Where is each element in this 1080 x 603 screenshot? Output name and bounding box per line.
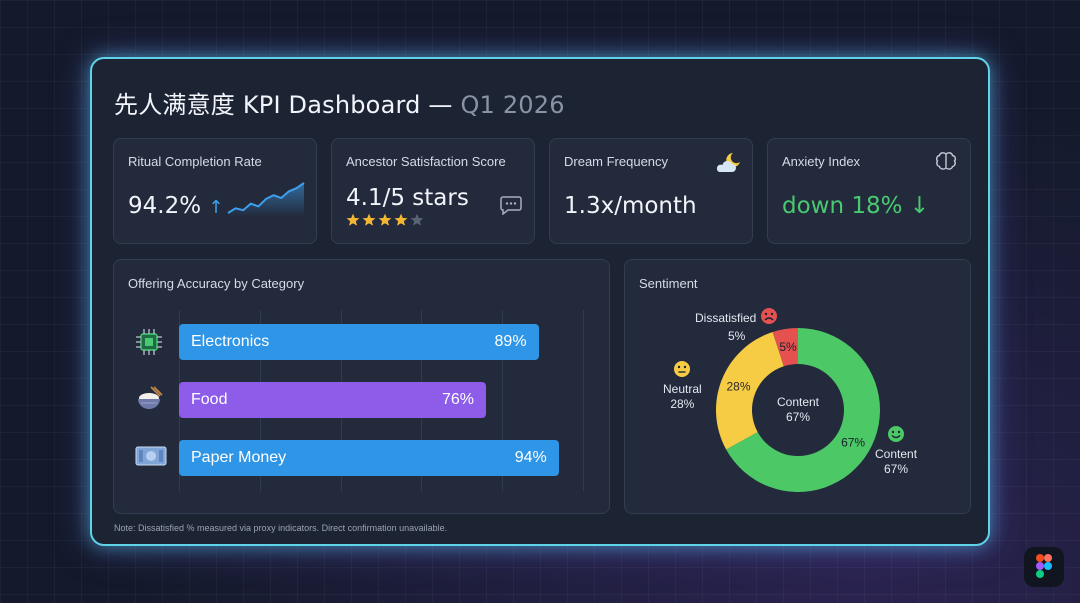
donut-center-label: Content 67% (765, 395, 831, 425)
legend-value: 28% (670, 397, 695, 411)
bar: Food 76% (179, 382, 487, 418)
legend-name: Dissatisfied (695, 310, 757, 325)
figma-logo-icon (1024, 547, 1064, 587)
offering-title: Offering Accuracy by Category (128, 276, 305, 291)
frown-icon (760, 307, 778, 329)
neutral-face-icon (663, 360, 702, 382)
dashboard-panel: 先人满意度 KPI Dashboard — Q1 2026 Ritual Com… (90, 57, 990, 546)
legend-name: Neutral (663, 382, 702, 396)
gridline (583, 310, 584, 491)
kpi-label: Anxiety Index (782, 154, 861, 169)
bar-row: Paper Money 94% (114, 440, 611, 476)
chat-bubble-icon (500, 196, 522, 215)
bar-category-label: Paper Money (191, 449, 287, 466)
rice-bowl-icon (134, 385, 164, 420)
legend-name: Content (875, 447, 918, 461)
bar-value-label: 76% (442, 391, 475, 408)
bar-category-label: Food (191, 391, 228, 408)
bar: Paper Money 94% (179, 440, 559, 476)
star-icon (394, 213, 408, 226)
sentiment-title: Sentiment (639, 276, 698, 291)
offering-accuracy-card: Offering Accuracy by Category Electronic… (113, 259, 610, 514)
banknote-icon (134, 443, 168, 474)
sparkline-line (227, 182, 305, 214)
star-icon (378, 213, 392, 226)
legend-entry: Neutral 28% (663, 360, 702, 412)
kpi-label: Ancestor Satisfaction Score (346, 154, 506, 169)
bar: Electronics 89% (179, 324, 539, 360)
kpi-card-anxiety[interactable]: Anxiety Index down 18% ↓ (767, 138, 971, 244)
legend-entry: Content 67% (875, 425, 917, 477)
bar-row: Electronics 89% (114, 324, 611, 360)
star-icon (346, 213, 360, 226)
kpi-value-text: down 18% (782, 193, 903, 219)
title-period: Q1 2026 (460, 91, 565, 119)
gridline (502, 310, 504, 491)
star-icon (362, 213, 376, 226)
slice-value-label: 67% (841, 436, 865, 450)
moon-cloud-icon (716, 153, 740, 172)
sentiment-donut: 67% 28% 5% (716, 328, 880, 492)
up-arrow-icon: ↑ (208, 197, 224, 218)
slice-value-label: 28% (726, 379, 750, 393)
kpi-value: down 18% ↓ (782, 193, 929, 219)
kpi-value: 94.2% ↑ (128, 193, 223, 219)
star-rating (346, 213, 424, 226)
kpi-card-dream[interactable]: Dream Frequency 1.3x/month (549, 138, 753, 244)
kpi-value: 1.3x/month (564, 193, 697, 219)
donut-slice (716, 332, 784, 450)
smile-icon (875, 425, 917, 447)
legend-value: 5% (728, 329, 746, 343)
bar-value-label: 94% (514, 449, 547, 466)
kpi-card-ancestor[interactable]: Ancestor Satisfaction Score 4.1/5 stars (331, 138, 535, 244)
legend-entry: Dissatisfied 5% (695, 307, 778, 344)
footnote: Note: Dissatisfied % measured via proxy … (114, 523, 448, 533)
donut-slice (726, 328, 880, 492)
kpi-label: Dream Frequency (564, 154, 669, 169)
donut-slice (772, 328, 798, 367)
bar-category-label: Electronics (191, 333, 270, 350)
sparkline-chart (227, 182, 305, 217)
down-arrow-icon: ↓ (909, 193, 930, 219)
donut-center-value: 67% (785, 410, 811, 424)
bar-row: Food 76% (114, 382, 611, 418)
title-main: 先人满意度 KPI Dashboard — (114, 91, 453, 119)
donut-center-name: Content (776, 395, 820, 409)
kpi-value: 4.1/5 stars (346, 185, 469, 211)
sentiment-card: Sentiment 67% 28% 5% Content 67% Content 67… (624, 259, 971, 514)
slice-value-label: 5% (779, 340, 797, 354)
star-icon (410, 213, 424, 226)
brain-icon (935, 152, 957, 170)
bar-value-label: 89% (494, 333, 527, 350)
page-title: 先人满意度 KPI Dashboard — Q1 2026 (114, 85, 565, 120)
circuit-chip-icon (134, 327, 164, 362)
kpi-card-ritual[interactable]: Ritual Completion Rate 94.2% ↑ (113, 138, 317, 244)
kpi-label: Ritual Completion Rate (128, 154, 262, 169)
legend-value: 67% (884, 462, 909, 476)
kpi-value-text: 94.2% (128, 193, 202, 219)
